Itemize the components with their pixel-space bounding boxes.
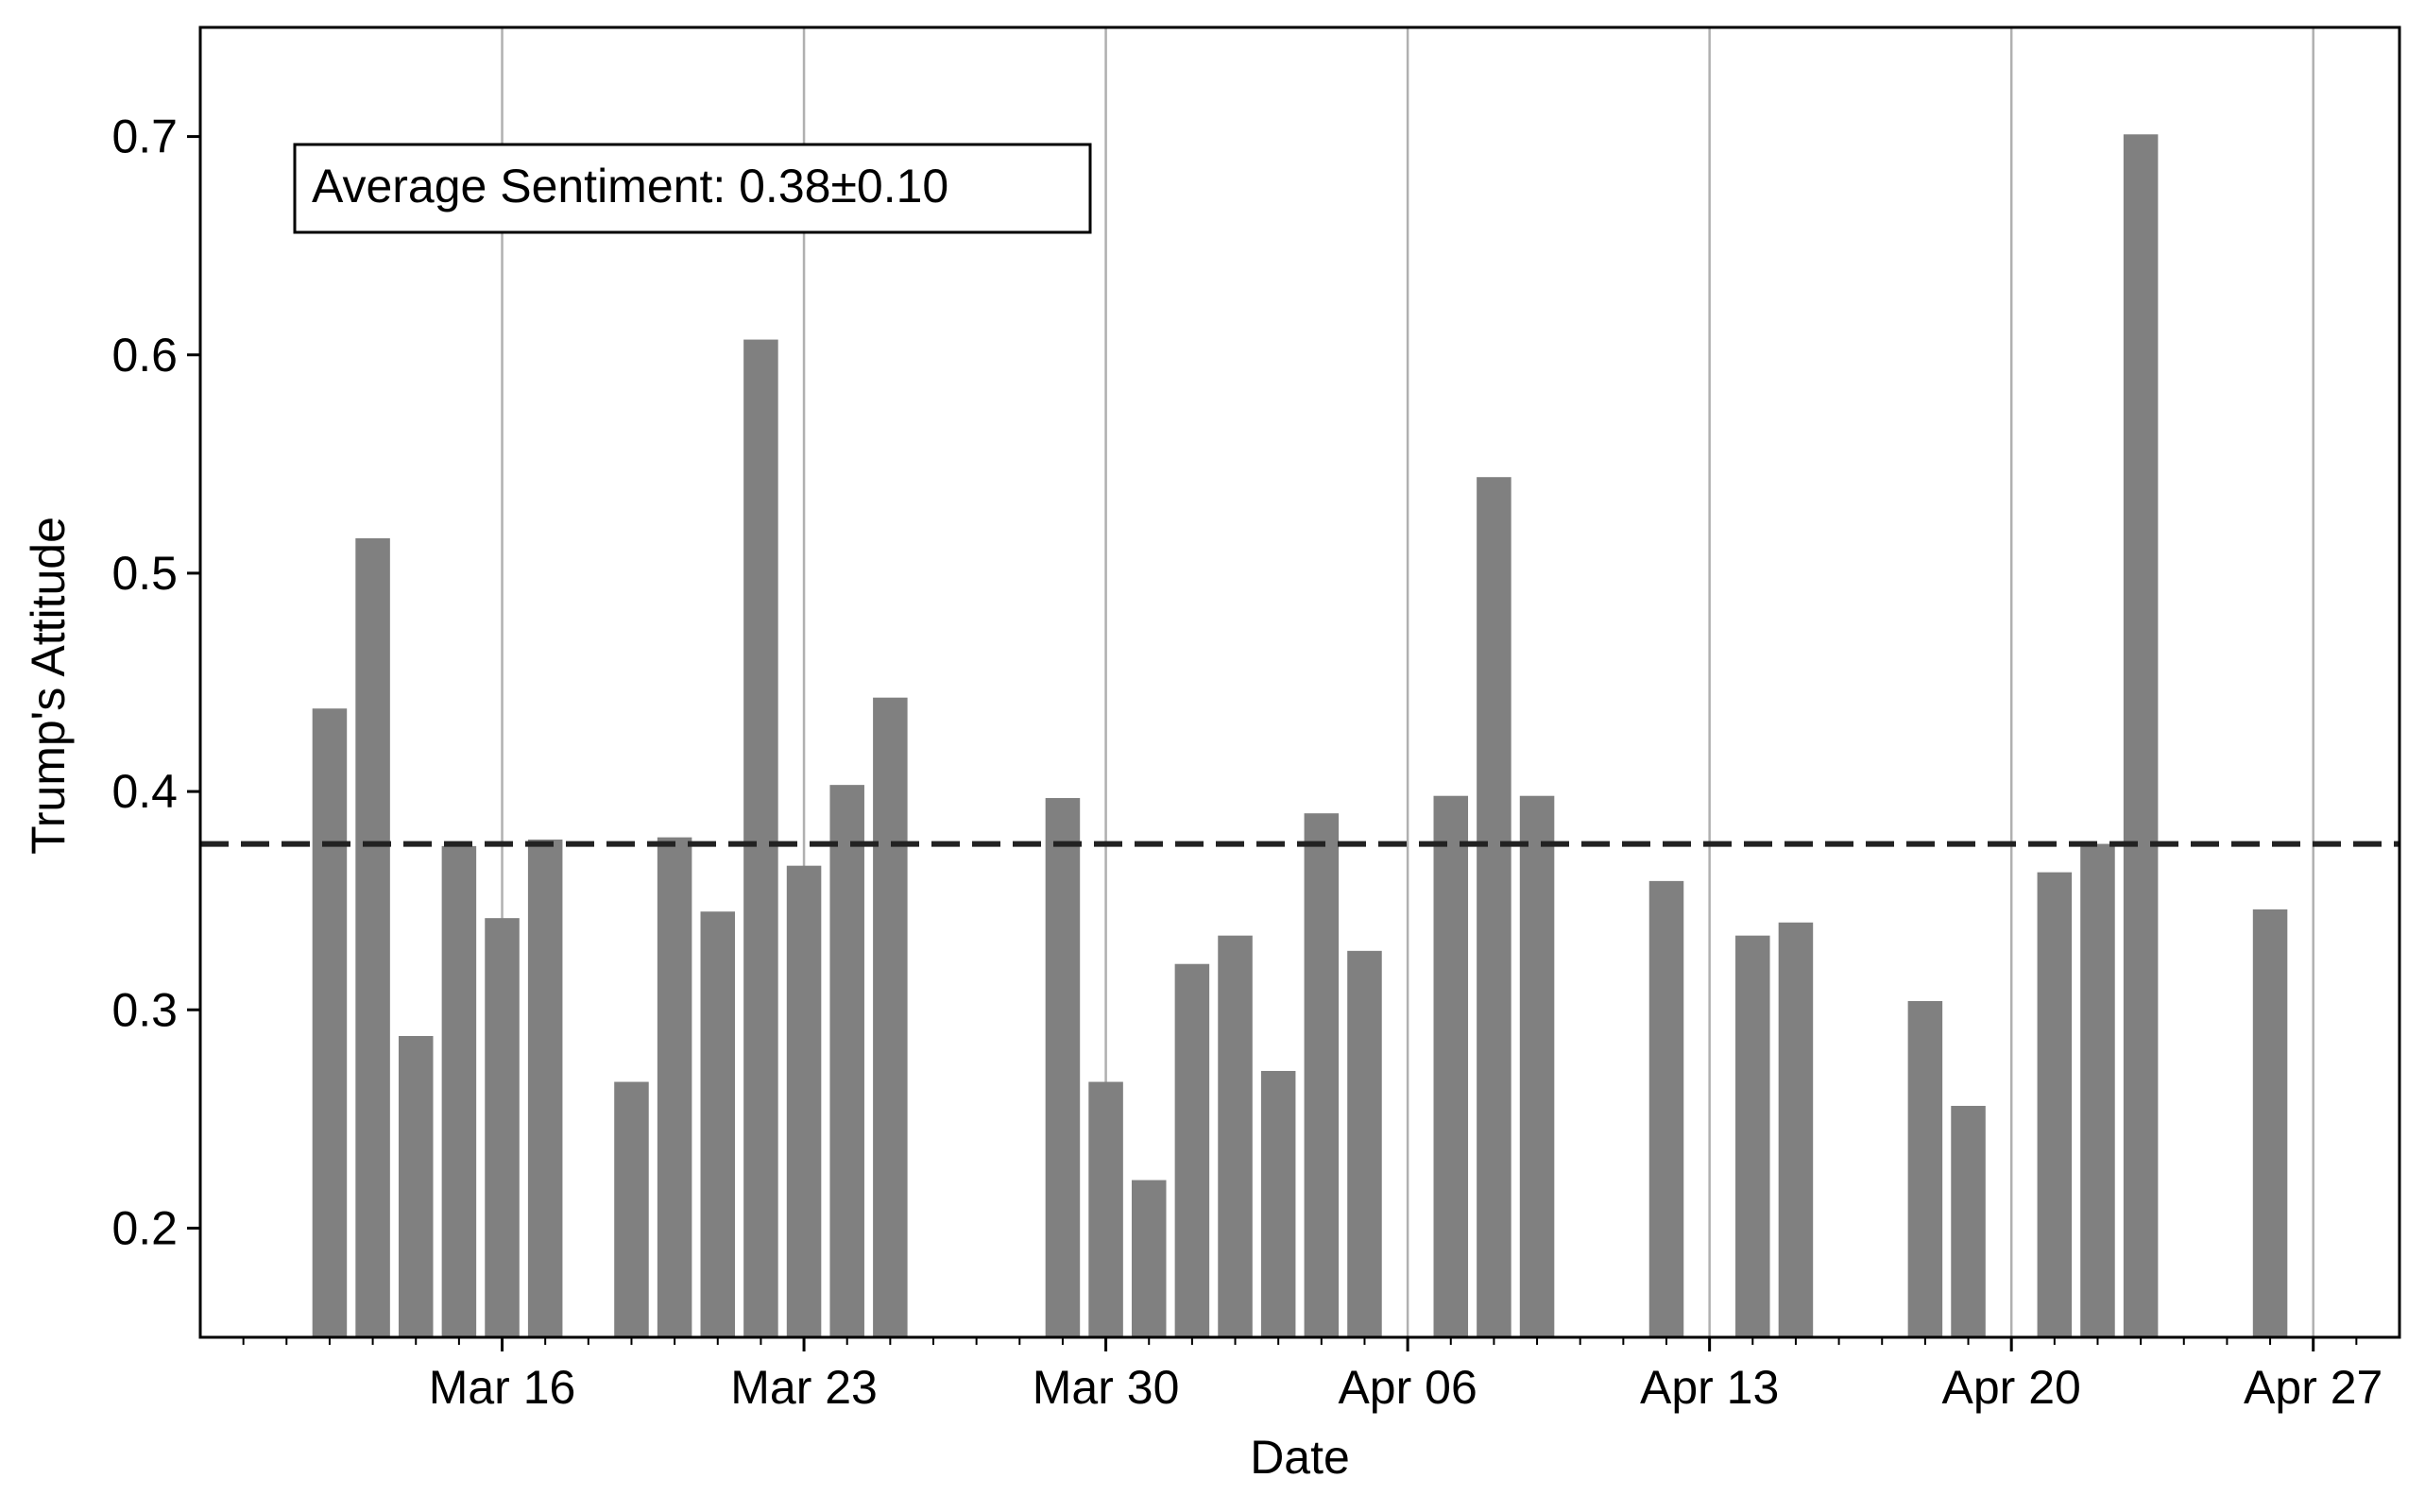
- bar: [1304, 813, 1340, 1337]
- bar: [1260, 1070, 1296, 1337]
- bar: [1131, 1180, 1167, 1337]
- bar: [1347, 950, 1382, 1337]
- annotation-text: Average Sentiment: 0.38±0.10: [312, 160, 948, 212]
- gridlines: [501, 27, 2314, 1337]
- bar: [485, 918, 520, 1337]
- bar: [1088, 1081, 1123, 1337]
- bar: [743, 339, 778, 1337]
- x-tick-label: Mar 23: [730, 1361, 878, 1414]
- bar: [873, 697, 908, 1337]
- x-tick-label: Mar 16: [429, 1361, 576, 1414]
- bar: [657, 837, 692, 1337]
- y-tick-label: 0.4: [111, 765, 178, 818]
- bar: [2080, 843, 2115, 1337]
- y-axis: 0.2 0.3 0.4 0.5 0.6 0.7: [111, 110, 200, 1254]
- bars: [312, 134, 2288, 1337]
- bar: [1951, 1105, 1986, 1337]
- bar: [1907, 1001, 1943, 1337]
- bar: [786, 865, 822, 1337]
- x-tick-label: Apr 13: [1640, 1361, 1779, 1414]
- bar: [441, 845, 477, 1337]
- y-axis-title: Trump's Attitude: [22, 517, 75, 855]
- x-tick-label: Apr 27: [2244, 1361, 2382, 1414]
- bar: [1433, 795, 1469, 1337]
- bar: [1477, 477, 1511, 1337]
- bar: [312, 708, 348, 1337]
- bar: [527, 839, 563, 1337]
- x-tick-label: Apr 06: [1338, 1361, 1477, 1414]
- bar: [1045, 798, 1081, 1337]
- y-tick-label: 0.5: [111, 547, 178, 600]
- bar: [700, 911, 736, 1337]
- bar: [1218, 935, 1253, 1337]
- annotation-box: Average Sentiment: 0.38±0.10: [293, 143, 1092, 234]
- bar: [829, 785, 864, 1337]
- y-tick-label: 0.6: [111, 329, 178, 382]
- x-axis: Mar 16 Mar 23 Mar 30 Apr 06 Apr 13 Apr 20 Apr …: [242, 1337, 2382, 1414]
- bar: [355, 537, 390, 1337]
- bar: [614, 1081, 649, 1337]
- x-axis-title: Date: [1250, 1431, 1350, 1484]
- x-tick-label: Apr 20: [1942, 1361, 2081, 1414]
- y-tick-label: 0.2: [111, 1201, 178, 1254]
- bar: [1519, 795, 1555, 1337]
- bar: [1735, 935, 1770, 1337]
- bar: [2037, 872, 2073, 1337]
- y-tick-label: 0.7: [111, 110, 178, 163]
- bar: [1648, 880, 1684, 1337]
- bar: [2123, 134, 2159, 1337]
- bar: [1778, 922, 1814, 1337]
- bar: [398, 1035, 434, 1337]
- y-tick-label: 0.3: [111, 983, 178, 1036]
- bar: [1174, 963, 1210, 1337]
- plot-frame: [198, 25, 2401, 1339]
- x-tick-label: Mar 30: [1033, 1361, 1180, 1414]
- bar: [2252, 909, 2288, 1337]
